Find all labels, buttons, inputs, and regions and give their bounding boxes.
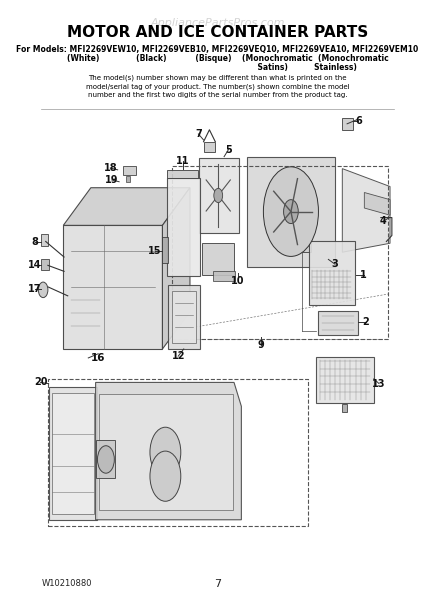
Polygon shape <box>315 357 373 403</box>
Polygon shape <box>247 157 334 267</box>
Polygon shape <box>318 311 357 335</box>
Polygon shape <box>203 142 215 152</box>
Polygon shape <box>168 285 199 349</box>
Text: 17: 17 <box>28 284 41 294</box>
Polygon shape <box>308 241 354 305</box>
Text: 2: 2 <box>362 317 368 326</box>
Polygon shape <box>341 118 352 130</box>
Polygon shape <box>52 392 94 514</box>
Polygon shape <box>341 404 347 412</box>
Polygon shape <box>122 166 136 175</box>
Polygon shape <box>167 170 198 178</box>
Polygon shape <box>342 169 389 252</box>
Text: 20: 20 <box>34 377 47 388</box>
Text: 4: 4 <box>379 216 386 226</box>
Polygon shape <box>63 188 190 226</box>
Text: The model(s) number shown may be different than what is printed on the
model/ser: The model(s) number shown may be differe… <box>85 74 349 98</box>
Polygon shape <box>125 176 130 182</box>
Text: For Models: MFI2269VEW10, MFI2269VEB10, MFI2269VEQ10, MFI2269VEA10, MFI2269VEM10: For Models: MFI2269VEW10, MFI2269VEB10, … <box>16 44 418 53</box>
Text: W10210880: W10210880 <box>41 579 92 588</box>
Text: 18: 18 <box>103 163 117 173</box>
Polygon shape <box>364 193 389 215</box>
Circle shape <box>38 282 48 298</box>
Text: 5: 5 <box>225 145 231 155</box>
Polygon shape <box>96 440 115 478</box>
Polygon shape <box>49 386 97 520</box>
Text: 7: 7 <box>214 578 220 589</box>
Polygon shape <box>162 188 190 349</box>
Circle shape <box>263 167 318 256</box>
Text: 10: 10 <box>230 276 244 286</box>
Text: 6: 6 <box>354 116 361 126</box>
Circle shape <box>283 200 298 224</box>
Text: 19: 19 <box>105 175 118 185</box>
Text: AppliancePartsPros.com: AppliancePartsPros.com <box>150 19 284 28</box>
Text: 16: 16 <box>91 353 105 363</box>
Text: 12: 12 <box>171 351 184 361</box>
Polygon shape <box>202 243 233 275</box>
Polygon shape <box>40 259 49 270</box>
Polygon shape <box>162 237 168 263</box>
Polygon shape <box>213 271 235 281</box>
Polygon shape <box>171 291 196 343</box>
Text: 7: 7 <box>194 129 201 139</box>
Text: 3: 3 <box>331 259 338 269</box>
Text: (White)              (Black)           (Bisque)    (Monochromatic  (Monochromati: (White) (Black) (Bisque) (Monochromatic … <box>46 54 388 63</box>
Polygon shape <box>292 237 310 252</box>
Text: 1: 1 <box>359 270 366 280</box>
Text: MOTOR AND ICE CONTAINER PARTS: MOTOR AND ICE CONTAINER PARTS <box>67 25 367 40</box>
Text: 15: 15 <box>148 246 161 256</box>
Polygon shape <box>167 178 199 276</box>
Circle shape <box>150 451 181 501</box>
Text: Satins)          Stainless): Satins) Stainless) <box>79 62 355 71</box>
Circle shape <box>150 427 181 478</box>
Circle shape <box>214 188 222 203</box>
Polygon shape <box>40 235 48 246</box>
Polygon shape <box>95 382 241 520</box>
Text: 14: 14 <box>28 260 41 271</box>
Text: 13: 13 <box>372 379 385 389</box>
Polygon shape <box>199 158 238 233</box>
Text: 9: 9 <box>257 340 263 350</box>
Polygon shape <box>99 394 232 510</box>
Circle shape <box>97 446 114 473</box>
Text: 11: 11 <box>175 156 189 166</box>
Polygon shape <box>63 226 162 349</box>
Text: 8: 8 <box>31 237 38 247</box>
